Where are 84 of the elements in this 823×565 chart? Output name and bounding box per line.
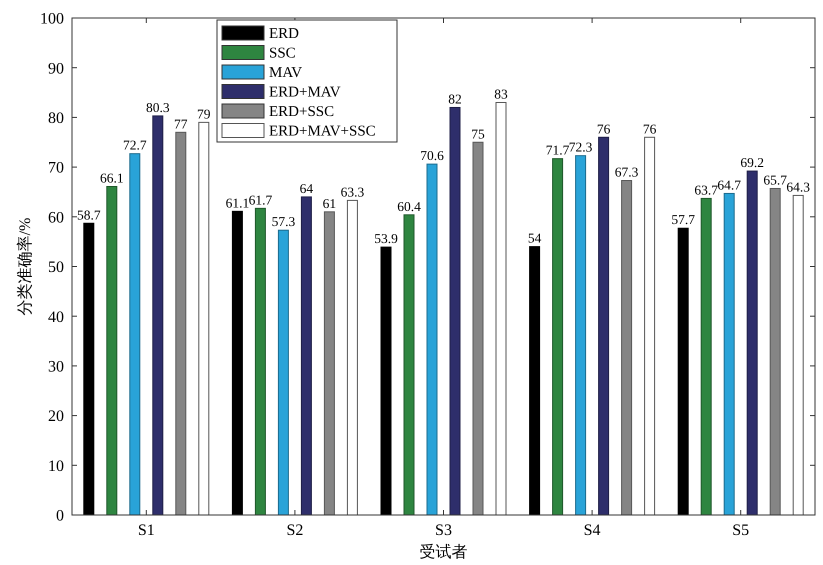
bar	[324, 211, 335, 516]
bar	[792, 194, 804, 516]
y-tick-label: 70	[48, 160, 64, 177]
bar	[472, 142, 484, 516]
data-label: 69.2	[740, 155, 764, 170]
bar	[278, 230, 289, 516]
data-label: 63.3	[340, 184, 364, 200]
x-tick-label: S1	[138, 522, 155, 539]
x-tick-label: S4	[584, 522, 601, 539]
data-label: 70.6	[420, 148, 444, 164]
y-tick-label: 20	[48, 408, 64, 426]
bar	[552, 158, 564, 516]
y-tick-label: 0	[56, 508, 64, 525]
data-label: 83	[494, 86, 508, 102]
bar	[770, 188, 781, 516]
bar	[404, 214, 414, 516]
data-label: 67.3	[614, 164, 639, 180]
data-label: 57.7	[671, 212, 696, 228]
data-label: 75	[471, 126, 485, 142]
x-tick-label: S3	[435, 522, 452, 539]
bar	[254, 208, 266, 516]
data-label: 76	[596, 121, 611, 136]
bar	[175, 132, 186, 516]
data-label: 76	[642, 121, 657, 136]
x-tick-label: S2	[286, 522, 304, 539]
data-label: 61.7	[248, 192, 272, 208]
data-label: 61.1	[226, 195, 250, 210]
data-label: 60.4	[397, 198, 422, 214]
bar	[496, 102, 506, 516]
legend-label: ERD+SSC	[269, 104, 334, 120]
data-label: 58.7	[76, 207, 101, 222]
bar	[346, 200, 358, 516]
bar	[83, 222, 94, 516]
data-label: 53.9	[374, 231, 398, 246]
bar	[232, 210, 243, 516]
data-label: 64.3	[786, 179, 810, 194]
bar	[746, 170, 758, 516]
x-axis-title: 受试者	[420, 543, 468, 561]
data-label: 63.7	[694, 182, 718, 198]
bar	[450, 106, 460, 516]
y-tick-label: 90	[48, 60, 64, 78]
bar	[621, 180, 632, 516]
bar	[724, 192, 735, 516]
bar	[678, 228, 689, 516]
legend-label: SSC	[269, 46, 296, 62]
data-label: 80.3	[146, 100, 170, 115]
data-label: 82	[448, 91, 462, 106]
bar	[300, 196, 312, 516]
legend-label: MAV	[269, 65, 302, 81]
y-tick-label: 80	[48, 110, 64, 127]
data-label: 65.7	[763, 172, 788, 188]
y-tick-label: 30	[48, 358, 64, 376]
bar	[598, 136, 610, 516]
y-tick-label: 10	[48, 458, 64, 475]
data-label: 72.7	[122, 138, 147, 153]
data-label: 72.3	[568, 140, 593, 155]
bar	[426, 164, 438, 516]
bar	[644, 136, 656, 516]
bar	[198, 122, 210, 516]
bar	[106, 186, 118, 516]
y-tick-label: 100	[40, 10, 64, 28]
legend-label: ERD+MAV+SSC	[269, 124, 376, 140]
data-label: 79	[197, 106, 211, 122]
data-label: 64.7	[717, 177, 742, 192]
data-label: 77	[174, 116, 188, 132]
x-tick-label: S5	[732, 522, 750, 539]
data-label: 61	[322, 196, 336, 211]
y-tick-label: 40	[48, 308, 64, 326]
data-label: 54	[528, 230, 542, 246]
bar	[129, 153, 140, 516]
bar	[575, 155, 586, 516]
y-axis-title: 分类准确率/%	[16, 218, 34, 316]
data-label: 64	[300, 180, 314, 196]
bar	[380, 246, 392, 516]
bar	[529, 246, 540, 516]
bar	[152, 115, 164, 516]
y-tick-label: 50	[48, 259, 64, 276]
data-label: 71.7	[546, 142, 570, 158]
data-label: 66.1	[100, 170, 124, 186]
bar	[700, 198, 712, 516]
y-tick-label: 60	[48, 209, 64, 226]
data-label: 57.3	[272, 214, 296, 230]
legend-label: ERD	[269, 26, 300, 42]
legend-label: ERD+MAV	[269, 84, 341, 100]
